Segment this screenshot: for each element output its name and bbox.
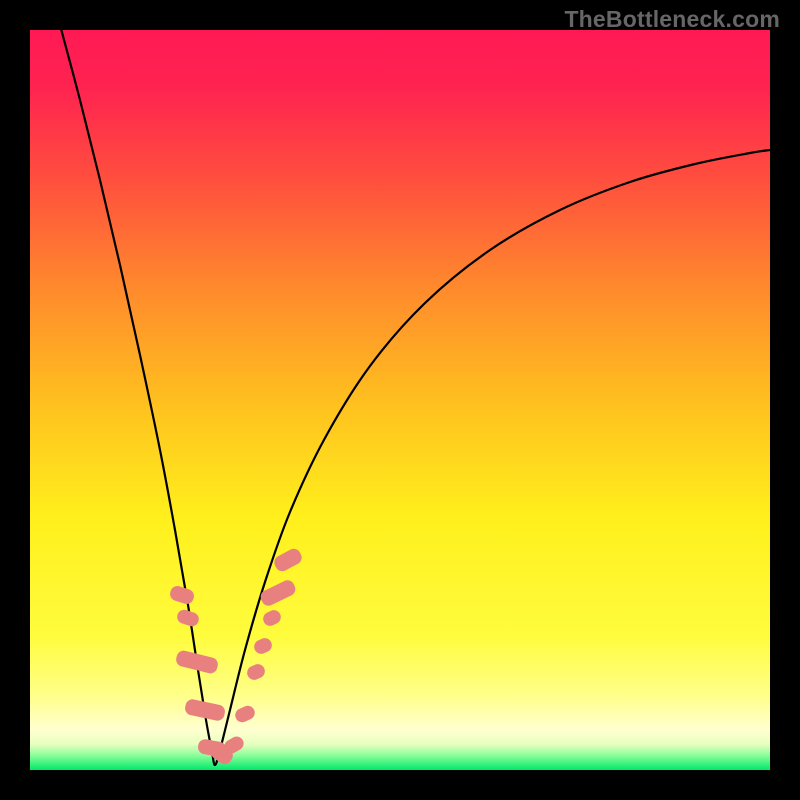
- chart-frame: TheBottleneck.com: [0, 0, 800, 800]
- gradient-background: [30, 30, 770, 770]
- plot-area: [30, 30, 770, 770]
- bottleneck-curve-chart: [30, 30, 770, 770]
- watermark-text: TheBottleneck.com: [564, 6, 780, 33]
